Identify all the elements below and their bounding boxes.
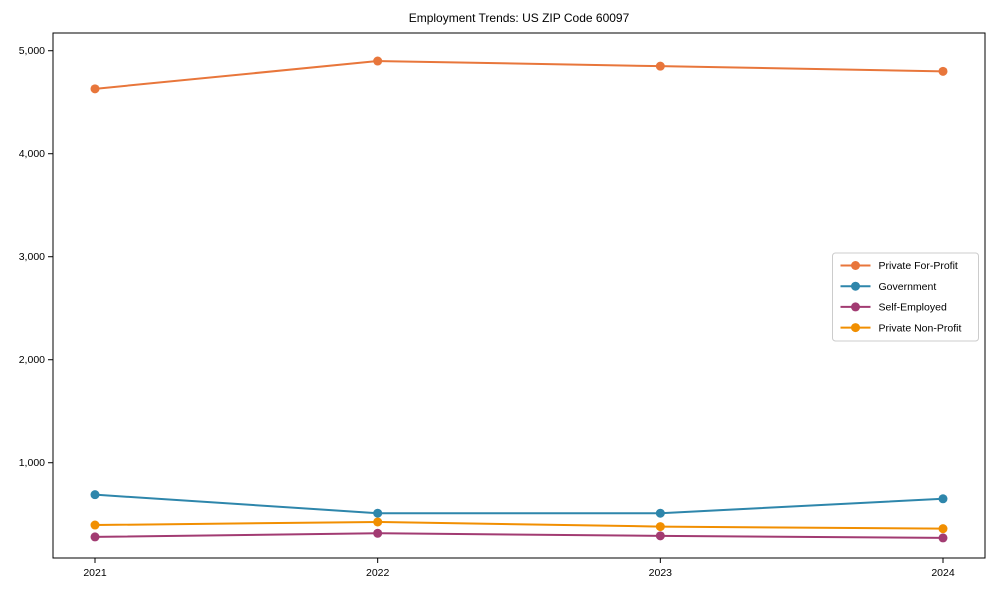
series-marker-government — [90, 490, 100, 500]
series-marker-government — [373, 508, 383, 518]
legend-marker — [851, 302, 860, 312]
series-line-self-employed — [94, 532, 944, 539]
series-marker-self-employed — [90, 532, 100, 542]
series-line-private-non-profit — [94, 520, 944, 530]
series-marker-government — [938, 494, 948, 504]
series-marker-private-non-profit — [90, 520, 100, 530]
series-marker-self-employed — [938, 533, 948, 543]
legend-marker — [851, 281, 860, 291]
legend-marker — [851, 261, 860, 270]
chart-title: Employment Trends: US ZIP Code 60097 — [408, 11, 630, 25]
series-marker-private-non-profit — [938, 524, 948, 534]
series-line-private-for-profit — [94, 60, 944, 90]
x-tick-label: 2024 — [931, 567, 955, 579]
y-tick-label: 4,000 — [19, 148, 45, 160]
y-tick-label: 2,000 — [19, 354, 45, 366]
legend-label: Private For-Profit — [879, 260, 958, 272]
x-tick-label: 2023 — [649, 567, 673, 579]
x-tick-label: 2021 — [83, 567, 107, 579]
y-tick-label: 1,000 — [19, 457, 45, 469]
series-marker-private-for-profit — [373, 56, 383, 66]
y-tick-label: 5,000 — [19, 45, 45, 57]
y-tick-label: 3,000 — [19, 251, 45, 263]
series-line-government — [94, 493, 944, 515]
series-marker-self-employed — [373, 528, 383, 538]
series-marker-private-for-profit — [938, 66, 948, 76]
plot-area — [52, 32, 986, 559]
series-marker-private-non-profit — [373, 517, 383, 527]
legend-label: Government — [879, 281, 937, 293]
series-marker-self-employed — [655, 531, 665, 541]
legend-label: Private Non-Profit — [879, 322, 962, 334]
series-marker-private-for-profit — [90, 84, 100, 94]
legend-label: Self-Employed — [879, 302, 947, 314]
legend-marker — [851, 323, 860, 333]
x-tick-label: 2022 — [366, 567, 390, 579]
series-marker-private-for-profit — [655, 61, 665, 71]
legend-box — [832, 252, 979, 342]
series-marker-government — [655, 508, 665, 518]
series-marker-private-non-profit — [655, 522, 665, 532]
